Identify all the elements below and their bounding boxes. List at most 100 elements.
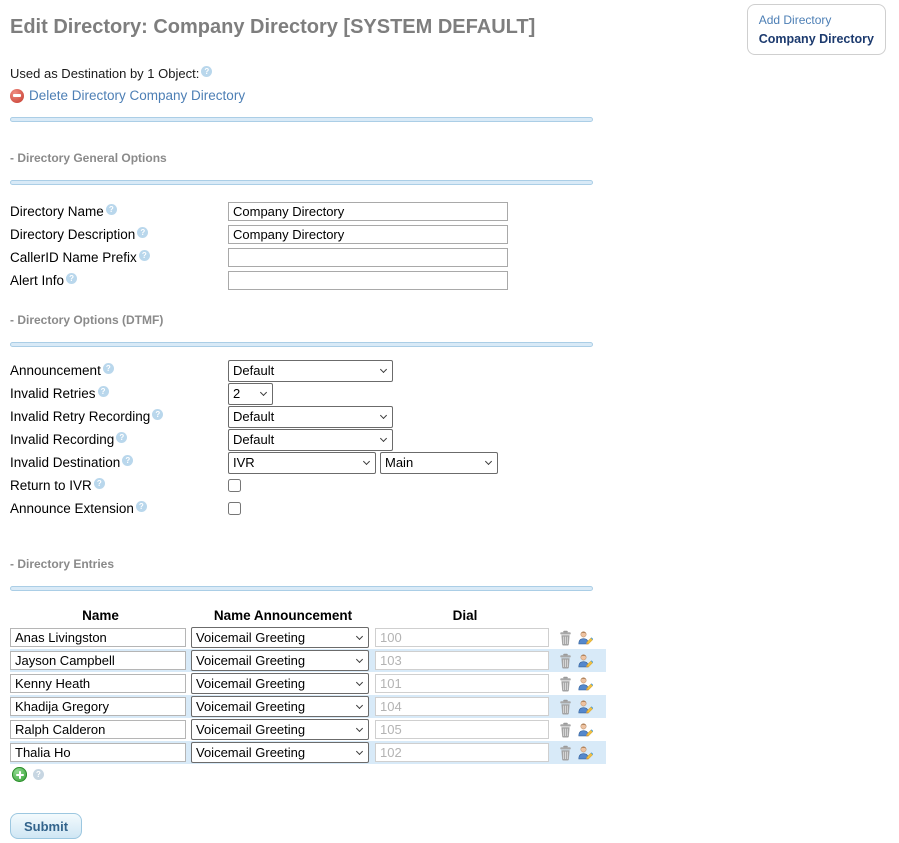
directory-name-input[interactable]	[228, 202, 508, 221]
announce-extension-checkbox[interactable]	[228, 502, 241, 515]
entry-dial-input	[375, 674, 549, 693]
section-dtmf-options: - Directory Options (DTMF)	[10, 313, 164, 327]
help-icon[interactable]: ?	[97, 386, 109, 397]
invalid-retry-recording-select[interactable]: Default	[228, 405, 393, 428]
entry-announcement-select[interactable]: Voicemail Greeting	[191, 650, 369, 671]
delete-entry-trash-icon[interactable]	[558, 722, 573, 738]
directory-nav-box: Add Directory Company Directory	[746, 4, 886, 55]
section-directory-entries: - Directory Entries	[10, 557, 115, 571]
invalid-retries-select[interactable]: 2	[228, 382, 273, 405]
help-icon[interactable]: ?	[66, 273, 78, 284]
callerid-prefix-input[interactable]	[228, 248, 508, 267]
entry-name-input[interactable]	[10, 720, 186, 739]
directory-entry-row: Voicemail Greeting	[10, 672, 606, 695]
field-label: Alert Info?	[10, 273, 228, 288]
submit-button[interactable]: Submit	[10, 813, 83, 839]
add-entry-icon[interactable]	[12, 767, 27, 782]
column-header-name: Name	[82, 607, 119, 623]
field-label: Announce Extension?	[10, 501, 228, 516]
delete-entry-trash-icon[interactable]	[558, 630, 573, 646]
entry-announcement-select[interactable]: Voicemail Greeting	[191, 696, 369, 717]
edit-entry-user-icon[interactable]	[577, 699, 593, 715]
invalid-destination-target-select[interactable]: Main	[380, 451, 498, 474]
announcement-select[interactable]: Default	[228, 359, 393, 382]
entry-announcement-select[interactable]: Voicemail Greeting	[191, 627, 369, 648]
edit-entry-user-icon[interactable]	[577, 722, 593, 738]
page-title: Edit Directory: Company Directory [SYSTE…	[10, 16, 536, 38]
section-general-options: - Directory General Options	[10, 151, 167, 165]
entries-table-body: Voicemail Greeting	[10, 626, 606, 764]
help-icon[interactable]: ?	[201, 66, 213, 77]
directory-entry-row: Voicemail Greeting	[10, 626, 606, 649]
help-icon[interactable]: ?	[137, 227, 149, 238]
dtmf-options-form: Announcement? Default Invalid Retries? 2…	[10, 359, 600, 520]
form-row-alert-info: Alert Info?	[10, 269, 600, 292]
entry-dial-input	[375, 628, 549, 647]
divider	[10, 117, 593, 122]
entry-announcement-select[interactable]: Voicemail Greeting	[191, 673, 369, 694]
delete-icon[interactable]	[10, 88, 24, 103]
help-icon[interactable]: ?	[33, 769, 44, 780]
help-icon[interactable]: ?	[122, 455, 134, 466]
form-row-return-to-ivr: Return to IVR?	[10, 474, 600, 497]
alert-info-input[interactable]	[228, 271, 508, 290]
field-label: Invalid Retry Recording?	[10, 409, 228, 424]
column-header-dial: Dial	[452, 607, 478, 623]
edit-entry-user-icon[interactable]	[577, 745, 593, 761]
entry-dial-input	[375, 651, 549, 670]
directory-description-input[interactable]	[228, 225, 508, 244]
directory-entry-row: Voicemail Greeting	[10, 695, 606, 718]
edit-entry-user-icon[interactable]	[577, 676, 593, 692]
delete-directory-link[interactable]: Delete Directory Company Directory	[29, 88, 246, 103]
form-row-invalid-destination: Invalid Destination? IVR Main	[10, 451, 600, 474]
field-label: Return to IVR?	[10, 478, 228, 493]
entry-name-input[interactable]	[10, 651, 186, 670]
return-to-ivr-checkbox[interactable]	[228, 479, 241, 492]
edit-entry-user-icon[interactable]	[577, 653, 593, 669]
entry-dial-input	[375, 697, 549, 716]
entry-dial-input	[375, 720, 549, 739]
help-icon[interactable]: ?	[105, 204, 117, 215]
delete-entry-trash-icon[interactable]	[558, 699, 573, 715]
form-row-invalid-retries: Invalid Retries? 2	[10, 382, 600, 405]
entry-announcement-select[interactable]: Voicemail Greeting	[191, 719, 369, 740]
help-icon[interactable]: ?	[93, 478, 105, 489]
help-icon[interactable]: ?	[116, 432, 128, 443]
current-directory-item[interactable]: Company Directory	[758, 32, 874, 46]
field-label: Directory Description?	[10, 227, 228, 242]
help-icon[interactable]: ?	[138, 250, 150, 261]
divider	[10, 180, 593, 185]
general-options-form: Directory Name? Directory Description? C…	[10, 200, 600, 292]
entry-name-input[interactable]	[10, 697, 186, 716]
add-entry-row: ?	[10, 767, 600, 782]
form-row-announce-extension: Announce Extension?	[10, 497, 600, 520]
directory-entry-row: Voicemail Greeting	[10, 741, 606, 764]
usage-line: Used as Destination by 1 Object:?	[10, 66, 600, 81]
entry-dial-input	[375, 743, 549, 762]
field-label: Invalid Recording?	[10, 432, 228, 447]
delete-entry-trash-icon[interactable]	[558, 676, 573, 692]
invalid-recording-select[interactable]: Default	[228, 428, 393, 451]
divider	[10, 342, 593, 347]
help-icon[interactable]: ?	[135, 501, 147, 512]
entry-name-input[interactable]	[10, 628, 186, 647]
invalid-destination-type-select[interactable]: IVR	[228, 451, 376, 474]
entry-announcement-select[interactable]: Voicemail Greeting	[191, 742, 369, 763]
form-row-callerid-prefix: CallerID Name Prefix?	[10, 246, 600, 269]
entry-name-input[interactable]	[10, 674, 186, 693]
field-label: Directory Name?	[10, 204, 228, 219]
entry-name-input[interactable]	[10, 743, 186, 762]
help-icon[interactable]: ?	[152, 409, 164, 420]
add-directory-link[interactable]: Add Directory	[758, 13, 832, 27]
delete-entry-trash-icon[interactable]	[558, 653, 573, 669]
edit-entry-user-icon[interactable]	[577, 630, 593, 646]
help-icon[interactable]: ?	[102, 363, 114, 374]
field-label: Announcement?	[10, 363, 228, 378]
delete-entry-trash-icon[interactable]	[558, 745, 573, 761]
directory-entries-table: Name Name Announcement Dial Voicemail Gr…	[10, 604, 606, 764]
form-row-invalid-retry-recording: Invalid Retry Recording? Default	[10, 405, 600, 428]
divider	[10, 586, 593, 591]
field-label: Invalid Retries?	[10, 386, 228, 401]
form-row-directory-name: Directory Name?	[10, 200, 600, 223]
